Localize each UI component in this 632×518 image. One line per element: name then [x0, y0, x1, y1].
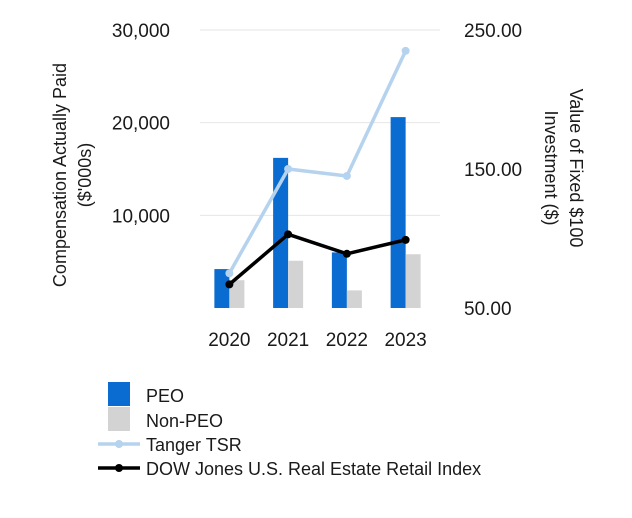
legend-item-peo: PEO: [108, 382, 184, 406]
bar-peo-2020: [214, 269, 230, 308]
right-tick-label: 150.00: [464, 160, 522, 181]
bar-non-peo-2022: [346, 290, 362, 308]
legend-label-non-peo: Non-PEO: [146, 411, 223, 431]
left-axis-ticks: 10,000 20,000 30,000: [112, 21, 170, 227]
series-lines: [225, 46, 410, 289]
legend-item-non-peo: Non-PEO: [108, 407, 223, 431]
bar-peo-2021: [273, 157, 289, 308]
right-tick-label: 50.00: [464, 299, 512, 320]
point-dow-jones-u-s-real-estate-retail-index-2023: [401, 235, 410, 244]
point-dow-jones-u-s-real-estate-retail-index-2020: [225, 280, 234, 289]
left-axis-title-line-1: Compensation Actually Paid: [50, 63, 70, 287]
x-tick-label-2021: 2021: [267, 330, 309, 351]
point-dow-jones-u-s-real-estate-retail-index-2022: [342, 249, 351, 258]
point-tanger-tsr-2020: [225, 269, 234, 278]
line-tanger-tsr: [227, 49, 408, 275]
legend: PEO Non-PEO Tanger TSR DOW Jones U.S. Re…: [98, 382, 481, 479]
x-tick-label-2020: 2020: [208, 330, 250, 351]
bar-non-peo-2021: [288, 260, 304, 308]
legend-item-tanger-tsr: Tanger TSR: [98, 435, 242, 455]
right-axis-title: Value of Fixed $100 Investment ($): [541, 89, 586, 248]
bars: [214, 117, 421, 309]
legend-label-tanger-tsr: Tanger TSR: [146, 435, 242, 455]
bar-non-peo-2020: [229, 280, 245, 308]
x-tick-label-2023: 2023: [384, 330, 426, 351]
point-dow-jones-u-s-real-estate-retail-index-2021: [284, 230, 293, 239]
left-tick-label: 10,000: [112, 206, 170, 227]
right-tick-label: 250.00: [464, 21, 522, 42]
bar-non-peo-2023: [405, 254, 421, 308]
left-axis-title: Compensation Actually Paid ($'000s): [50, 63, 95, 287]
point-tanger-tsr-2021: [284, 165, 293, 173]
x-axis-ticks: 2020 2021 2022 2023: [208, 330, 427, 351]
right-axis-title-line-1: Value of Fixed $100: [566, 89, 586, 248]
legend-swatch-peo: [108, 382, 130, 406]
legend-marker-tanger-tsr: [115, 440, 123, 448]
point-tanger-tsr-2022: [342, 171, 351, 180]
legend-label-peo: PEO: [146, 386, 184, 406]
legend-label-dow-jones: DOW Jones U.S. Real Estate Retail Index: [146, 459, 481, 479]
x-tick-label-2022: 2022: [326, 330, 368, 351]
point-tanger-tsr-2023: [401, 46, 410, 55]
legend-swatch-non-peo: [108, 407, 130, 431]
line-dow-jones-u-s-real-estate-retail-index: [227, 232, 408, 287]
left-axis-title-line-2: ($'000s): [75, 143, 95, 207]
legend-item-dow-jones: DOW Jones U.S. Real Estate Retail Index: [98, 459, 481, 479]
right-axis-title-line-2: Investment ($): [541, 110, 561, 225]
bar-peo-2023: [390, 117, 406, 309]
legend-marker-dow-jones: [115, 464, 123, 472]
bar-peo-2022: [331, 252, 347, 308]
left-tick-label: 20,000: [112, 114, 170, 135]
left-tick-label: 30,000: [112, 21, 170, 42]
right-axis-ticks: 50.00 150.00 250.00: [464, 21, 522, 320]
